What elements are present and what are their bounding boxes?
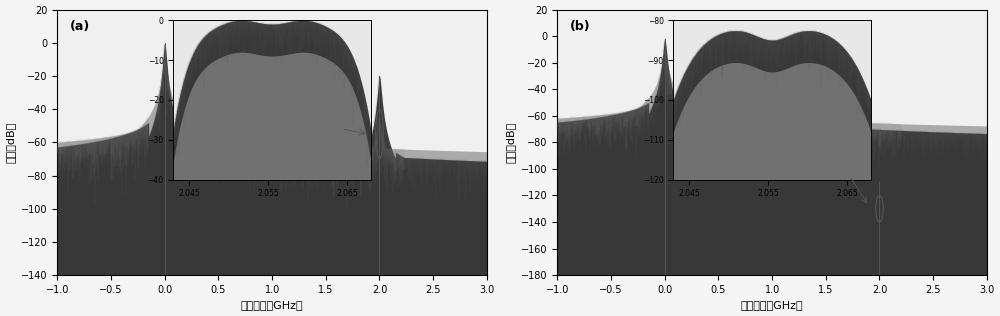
Y-axis label: 功率（dB）: 功率（dB）	[6, 122, 16, 163]
X-axis label: 偏移频率（GHz）: 偏移频率（GHz）	[741, 301, 803, 310]
X-axis label: 偏移频率（GHz）: 偏移频率（GHz）	[241, 301, 303, 310]
Y-axis label: 功率（dB）: 功率（dB）	[506, 122, 516, 163]
Text: (b): (b)	[570, 20, 591, 33]
Text: (a): (a)	[70, 20, 91, 33]
